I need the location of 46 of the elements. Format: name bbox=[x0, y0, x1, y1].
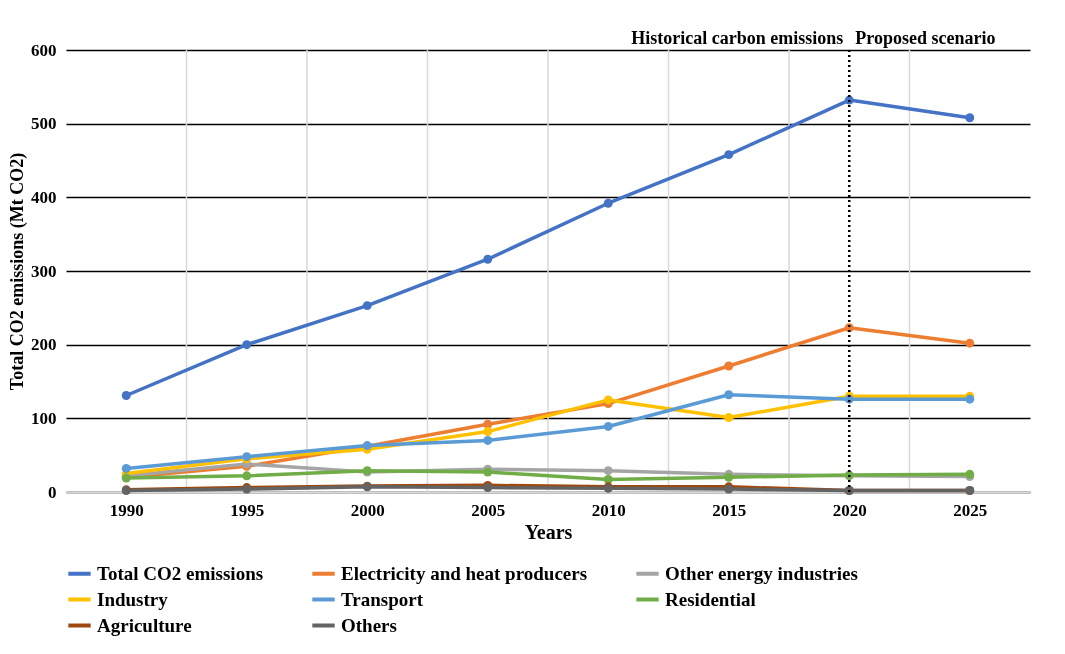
y-tick-label: 600 bbox=[31, 40, 57, 60]
x-tick-label: 2005 bbox=[471, 500, 506, 520]
point bbox=[724, 413, 734, 423]
point bbox=[724, 390, 734, 400]
point bbox=[603, 395, 613, 405]
point bbox=[242, 471, 252, 481]
y-tick-label: 0 bbox=[48, 482, 57, 502]
x-axis-title: Years bbox=[524, 520, 573, 543]
point bbox=[483, 435, 493, 445]
y-tick-label: 100 bbox=[31, 408, 57, 428]
point bbox=[121, 463, 131, 473]
x-tick-label: 2020 bbox=[832, 500, 867, 520]
x-tick-label: 2000 bbox=[350, 500, 385, 520]
y-axis-title: Total CO2 emissions (Mt CO2) bbox=[7, 152, 28, 391]
y-tick-label: 200 bbox=[31, 335, 57, 355]
point bbox=[242, 340, 252, 350]
legend-label: Electricity and heat producers bbox=[341, 562, 588, 584]
legend-label: Others bbox=[341, 614, 397, 636]
point bbox=[603, 198, 613, 208]
point bbox=[965, 338, 975, 348]
legend-label: Industry bbox=[97, 588, 169, 610]
point bbox=[965, 113, 975, 123]
annotation: Proposed scenario bbox=[855, 28, 996, 48]
y-tick-label: 500 bbox=[31, 114, 57, 134]
point bbox=[362, 301, 372, 311]
annotation: Historical carbon emissions bbox=[631, 28, 844, 48]
legend-label: Transport bbox=[341, 588, 424, 610]
legend-label: Residential bbox=[665, 588, 756, 610]
legend-label: Agriculture bbox=[97, 614, 192, 636]
y-tick-label: 300 bbox=[31, 261, 57, 281]
point bbox=[724, 150, 734, 160]
x-tick-label: 2010 bbox=[591, 500, 626, 520]
point bbox=[603, 421, 613, 431]
point bbox=[121, 391, 131, 400]
point bbox=[483, 427, 493, 437]
point bbox=[724, 361, 734, 371]
point bbox=[603, 475, 613, 484]
x-tick-label: 2025 bbox=[953, 500, 988, 520]
legend-label: Total CO2 emissions bbox=[97, 562, 264, 584]
legend-label: Other energy industries bbox=[665, 562, 858, 584]
point bbox=[603, 466, 613, 476]
point bbox=[483, 254, 493, 264]
x-tick-label: 2015 bbox=[712, 500, 747, 520]
x-tick-label: 1995 bbox=[230, 500, 265, 520]
y-tick-label: 400 bbox=[31, 187, 57, 207]
x-tick-label: 1990 bbox=[109, 500, 144, 520]
